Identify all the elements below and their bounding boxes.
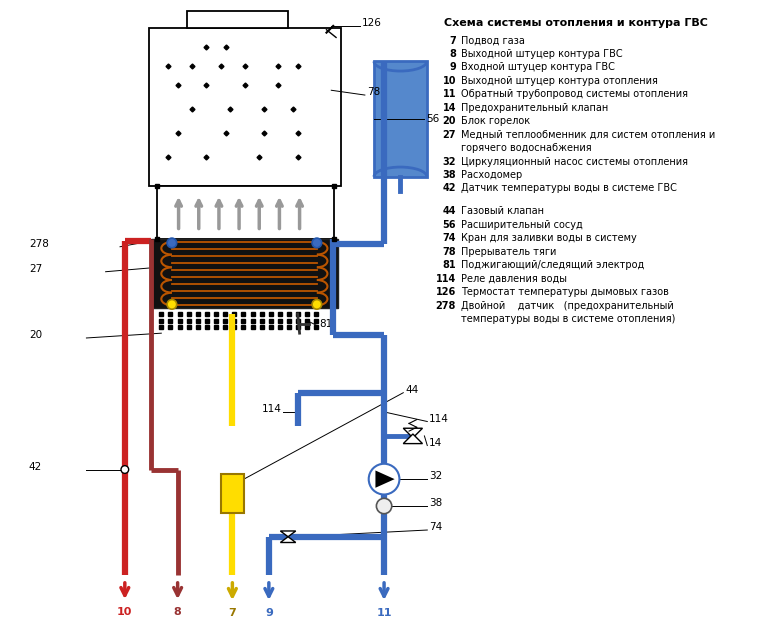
Text: 11: 11	[442, 89, 456, 99]
Text: 114: 114	[429, 414, 449, 424]
Text: Прерыватель тяги: Прерыватель тяги	[461, 247, 556, 257]
Text: 7: 7	[229, 608, 237, 618]
Text: Расходомер: Расходомер	[461, 170, 522, 180]
Text: 9: 9	[265, 608, 273, 618]
Text: Расширительный сосуд: Расширительный сосуд	[461, 220, 583, 230]
Text: 14: 14	[442, 103, 456, 113]
Polygon shape	[280, 531, 296, 537]
Text: 42: 42	[442, 183, 456, 193]
Text: Циркуляционный насос системы отопления: Циркуляционный насос системы отопления	[461, 157, 688, 167]
Text: 126: 126	[436, 287, 456, 297]
Bar	[187, 11, 288, 28]
Text: 44: 44	[406, 385, 419, 395]
Text: 32: 32	[429, 472, 442, 482]
Text: Двойной    датчик   (предохранительный: Двойной датчик (предохранительный	[461, 300, 674, 310]
Text: 8: 8	[174, 607, 181, 617]
Polygon shape	[376, 470, 395, 488]
Text: 11: 11	[376, 608, 392, 618]
Text: 27: 27	[442, 130, 456, 140]
Text: Выходной штуцер контура отопления: Выходной штуцер контура отопления	[461, 76, 657, 86]
Text: 74: 74	[429, 522, 442, 532]
Text: Блок горелок: Блок горелок	[461, 116, 530, 126]
Text: 10: 10	[118, 607, 133, 617]
Text: Кран для заливки воды в систему: Кран для заливки воды в систему	[461, 233, 637, 243]
Circle shape	[369, 464, 399, 495]
Text: 56: 56	[426, 114, 439, 124]
Text: 81: 81	[319, 319, 332, 329]
Text: 42: 42	[29, 461, 42, 472]
Polygon shape	[403, 428, 422, 438]
Circle shape	[167, 238, 177, 248]
Text: 78: 78	[367, 87, 380, 97]
Text: 38: 38	[429, 498, 442, 508]
Text: Входной штуцер контура ГВС: Входной штуцер контура ГВС	[461, 63, 614, 72]
Text: Медный теплообменник для систем отопления и: Медный теплообменник для систем отоплени…	[461, 130, 715, 140]
Bar	[157, 186, 334, 239]
Text: Схема системы отопления и контура ГВС: Схема системы отопления и контура ГВС	[444, 18, 708, 28]
Text: 126: 126	[362, 18, 382, 28]
Text: 38: 38	[442, 170, 456, 180]
Text: 20: 20	[442, 116, 456, 126]
Text: 27: 27	[29, 264, 42, 274]
Text: 8: 8	[449, 49, 456, 59]
Bar	[375, 61, 427, 177]
Circle shape	[312, 300, 322, 309]
Circle shape	[312, 238, 322, 248]
Text: Реле давления воды: Реле давления воды	[461, 273, 567, 283]
Bar	[149, 28, 341, 186]
Circle shape	[121, 466, 129, 473]
Circle shape	[376, 498, 392, 514]
Text: 114: 114	[436, 273, 456, 283]
Text: Газовый клапан: Газовый клапан	[461, 206, 544, 216]
Text: 74: 74	[442, 233, 456, 243]
Text: 278: 278	[29, 239, 48, 249]
Text: 278: 278	[435, 300, 456, 310]
Text: Датчик температуры воды в системе ГВС: Датчик температуры воды в системе ГВС	[461, 183, 677, 193]
Text: Подвод газа: Подвод газа	[461, 36, 525, 46]
Text: 78: 78	[442, 247, 456, 257]
Text: Поджигающий/следящий электрод: Поджигающий/следящий электрод	[461, 260, 644, 270]
Text: 32: 32	[442, 157, 456, 167]
Bar	[151, 239, 338, 308]
Text: Предохранительный клапан: Предохранительный клапан	[461, 103, 608, 113]
Text: 10: 10	[442, 76, 456, 86]
Text: 14: 14	[429, 438, 442, 448]
Polygon shape	[280, 537, 296, 542]
Text: 81: 81	[442, 260, 456, 270]
Circle shape	[167, 300, 177, 309]
Bar	[221, 475, 244, 513]
Text: Термостат температуры дымовых газов: Термостат температуры дымовых газов	[461, 287, 669, 297]
Text: 20: 20	[29, 330, 42, 340]
Text: 114: 114	[261, 404, 281, 414]
Text: 7: 7	[449, 36, 456, 46]
Text: 9: 9	[449, 63, 456, 72]
Polygon shape	[403, 434, 422, 443]
Text: 56: 56	[442, 220, 456, 230]
Text: Обратный трубопровод системы отопления: Обратный трубопровод системы отопления	[461, 89, 688, 99]
Text: 44: 44	[442, 206, 456, 216]
Text: горячего водоснабжения: горячего водоснабжения	[461, 143, 591, 153]
Text: Выходной штуцер контура ГВС: Выходной штуцер контура ГВС	[461, 49, 623, 59]
Text: температуры воды в системе отопления): температуры воды в системе отопления)	[461, 314, 675, 324]
